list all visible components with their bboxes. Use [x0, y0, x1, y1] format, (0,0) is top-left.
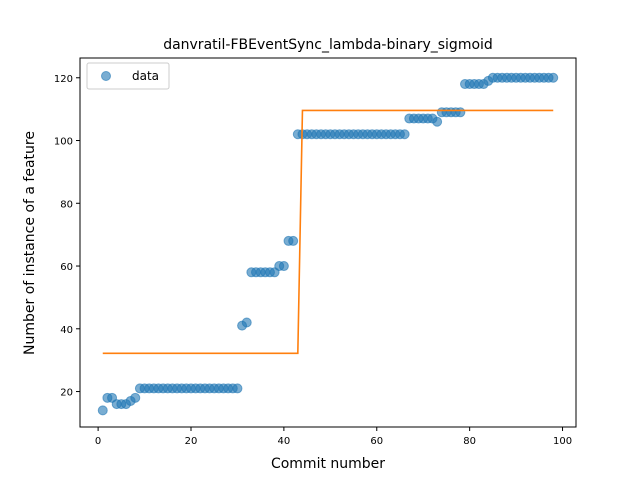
legend-frame [86, 62, 170, 90]
x-tick-label: 40 [278, 436, 291, 447]
fit-line [102, 109, 554, 355]
y-tick-label: 120 [54, 74, 73, 85]
x-tick-label: 80 [463, 436, 476, 447]
data-point [97, 405, 108, 416]
y-tick-label: 100 [54, 137, 73, 148]
chart-title: danvratil-FBEventSync_lambda-binary_sigm… [163, 37, 493, 53]
data-point [432, 116, 443, 127]
data-point [288, 235, 299, 246]
data-point [241, 317, 252, 328]
series-layer [97, 72, 559, 416]
y-tick-label: 60 [60, 262, 73, 273]
plot-area [79, 57, 577, 428]
x-axis: 0 20 40 60 80 100 [95, 427, 572, 447]
y-tick-label: 80 [60, 199, 73, 210]
x-axis-label: Commit number [271, 456, 385, 472]
data-point [232, 383, 243, 394]
data-point [455, 107, 466, 118]
data-point [130, 392, 141, 403]
legend-label-data: data [132, 69, 159, 83]
y-tick-label: 20 [60, 388, 73, 399]
data-point [548, 72, 559, 83]
data-point [399, 129, 410, 140]
y-axis: 20 40 60 80 100 120 [54, 74, 80, 399]
y-axis-label: Number of instance of a feature [22, 131, 38, 355]
y-tick-label: 40 [60, 325, 73, 336]
legend-marker-data [101, 71, 111, 81]
x-tick-label: 20 [185, 436, 198, 447]
x-tick-label: 60 [370, 436, 383, 447]
x-tick-label: 0 [95, 436, 101, 447]
x-tick-label: 100 [553, 436, 572, 447]
data-point [278, 261, 289, 272]
axes-frame [79, 57, 577, 428]
legend: data [86, 62, 170, 90]
